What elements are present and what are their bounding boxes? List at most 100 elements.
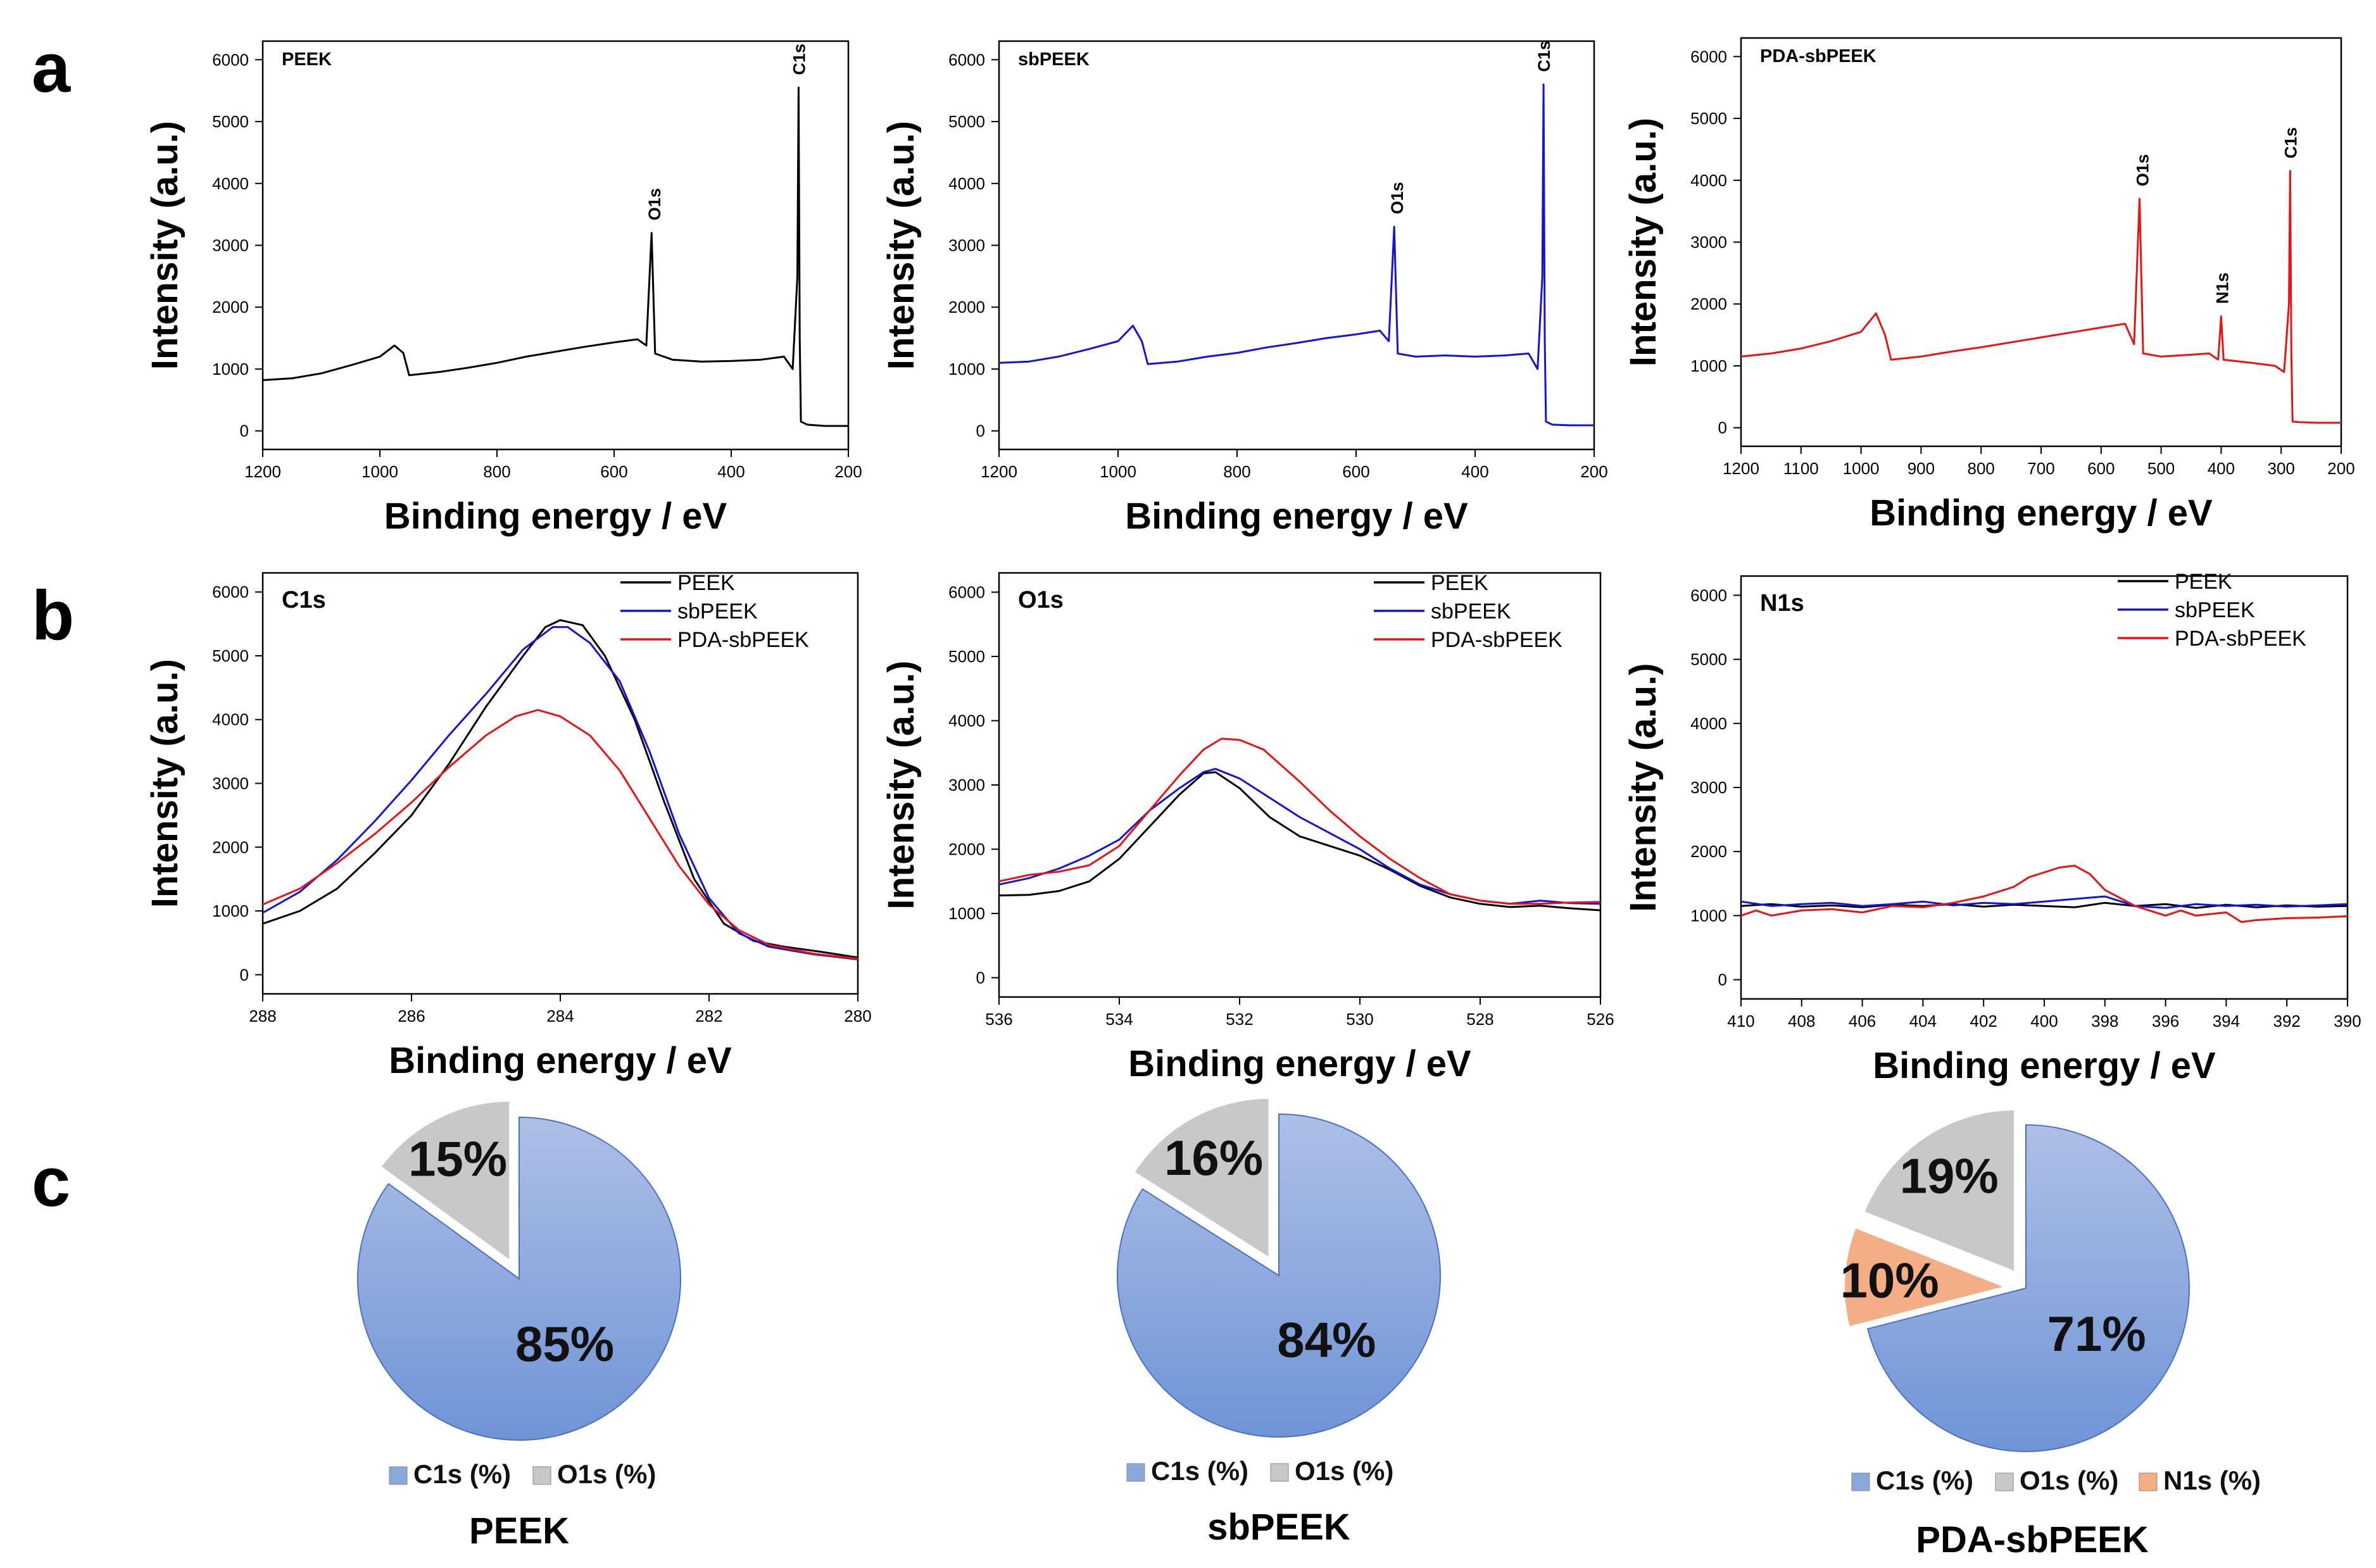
pie-slice-o1s	[1131, 1096, 1271, 1262]
y-tick-label: 0	[240, 422, 249, 441]
chart-title: O1s	[1018, 587, 1064, 613]
x-tick-label: 400	[717, 462, 745, 481]
series-line-sbpeek	[1740, 895, 2348, 909]
x-tick-label: 400	[2208, 459, 2235, 478]
chart-b1: 0 1000 2000 3000 4000 5000 6000 288 286 284 282 280…	[144, 571, 872, 1081]
pie-c3: 71% 19% 10% C1s (%) O1s (%) N1s (%) PDA-sbPEEK	[1840, 1108, 2261, 1560]
y-tick-label: 5000	[212, 112, 249, 131]
pie-slice-c1s	[1117, 1113, 1441, 1438]
plot-frame	[1740, 37, 2342, 448]
y-tick-label: 0	[1718, 418, 1727, 437]
x-tick-label: 286	[398, 1007, 425, 1025]
x-tick-label: 392	[2273, 1012, 2301, 1031]
chart-title: sbPEEK	[1018, 49, 1090, 70]
x-tick-label: 400	[1461, 462, 1488, 481]
y-tick-label: 0	[976, 969, 985, 988]
y-tick-label: 2000	[212, 298, 249, 317]
peak-label-n1s: N1s	[2213, 272, 2232, 304]
series-line-sbpeek	[998, 83, 1594, 427]
pie-legend-label: C1s (%)	[1151, 1456, 1248, 1486]
pie-legend-swatch	[532, 1466, 551, 1485]
chart-title: N1s	[1760, 590, 1804, 617]
pie-legend-label: C1s (%)	[1876, 1465, 1973, 1495]
x-tick-label: 404	[1909, 1012, 1937, 1031]
chart-a3: 0 1000 2000 3000 4000 5000 6000 1200 1100 1000 900…	[1623, 37, 2355, 534]
legend-label: PEEK	[1431, 571, 1488, 595]
x-tick-label: 800	[1968, 459, 1995, 478]
y-tick-label: 6000	[212, 582, 249, 601]
y-tick-label: 1000	[948, 904, 985, 923]
peak-label-o1s: O1s	[1388, 182, 1407, 214]
y-tick-label: 4000	[1690, 714, 1727, 733]
y-tick-label: 3000	[1690, 778, 1727, 797]
pie-value-label: 84%	[1277, 1312, 1376, 1368]
series-line-pda-sbpeek	[998, 737, 1601, 905]
pie-value-label: 71%	[2047, 1306, 2146, 1362]
x-tick-label: 530	[1346, 1010, 1373, 1029]
y-tick-label: 1000	[1690, 356, 1727, 375]
x-tick-label: 700	[2027, 459, 2054, 478]
series-line-peek	[262, 86, 848, 427]
y-tick-label: 1000	[212, 360, 249, 379]
x-tick-label: 532	[1226, 1010, 1253, 1029]
y-tick-label: 1000	[948, 360, 985, 379]
peak-label-c1s: C1s	[2281, 127, 2300, 159]
chart-b3: 0 1000 2000 3000 4000 5000 6000 410 408 406 404 402…	[1623, 570, 2361, 1086]
pie-legend-swatch	[1126, 1463, 1145, 1482]
x-axis-label: Binding energy / eV	[1125, 496, 1468, 537]
legend-label: PEEK	[677, 571, 735, 595]
y-tick-label: 2000	[1690, 842, 1727, 861]
pie-legend-swatch	[1270, 1463, 1289, 1482]
pie-slice-n1s	[1842, 1225, 2011, 1329]
x-tick-label: 1000	[361, 462, 398, 481]
x-axis-label: Binding energy / eV	[389, 1040, 732, 1081]
x-axis-label: Binding energy / eV	[1870, 492, 2213, 534]
y-tick-label: 0	[240, 965, 249, 984]
pie-legend-swatch	[1995, 1472, 2014, 1491]
y-axis-label: Intensity (a.u.)	[1623, 118, 1664, 367]
x-tick-label: 288	[249, 1007, 276, 1025]
y-axis-label: Intensity (a.u.)	[881, 121, 922, 370]
x-tick-label: 406	[1849, 1012, 1876, 1031]
y-tick-label: 5000	[1690, 109, 1727, 128]
panel-label-b: b	[32, 577, 74, 655]
pie-title: PDA-sbPEEK	[1916, 1519, 2149, 1560]
legend-label: sbPEEK	[1431, 599, 1511, 624]
y-tick-label: 2000	[212, 837, 249, 856]
x-tick-label: 200	[2327, 459, 2354, 478]
peak-label-o1s: O1s	[2133, 154, 2152, 186]
pie-legend-label: O1s (%)	[557, 1459, 656, 1489]
y-tick-label: 2000	[948, 298, 985, 317]
series-line-sbpeek	[262, 626, 858, 961]
x-tick-label: 408	[1788, 1012, 1815, 1031]
y-tick-label: 3000	[948, 775, 985, 794]
pie-legend-swatch	[1851, 1472, 1870, 1491]
pie-slice-o1s	[378, 1099, 512, 1265]
pie-value-label: 16%	[1164, 1130, 1263, 1186]
x-tick-label: 200	[1580, 462, 1607, 481]
y-tick-label: 3000	[212, 774, 249, 793]
x-tick-label: 300	[2268, 459, 2295, 478]
series-line-peek	[1740, 901, 2348, 909]
y-tick-label: 6000	[1690, 47, 1727, 66]
x-axis-label: Binding energy / eV	[1128, 1043, 1471, 1084]
legend-label: PDA-sbPEEK	[677, 628, 809, 652]
y-tick-label: 2000	[948, 840, 985, 859]
x-tick-label: 284	[546, 1007, 574, 1025]
series-line-pda-sbpeek	[262, 709, 858, 960]
x-axis-label: Binding energy / eV	[384, 496, 727, 537]
pie-legend-label: N1s (%)	[2163, 1465, 2261, 1495]
chart-title: C1s	[282, 587, 326, 613]
y-tick-label: 6000	[212, 50, 249, 69]
y-tick-label: 4000	[948, 174, 985, 193]
chart-a1: 0 1000 2000 3000 4000 5000 6000 1200 1000 800 600 4…	[144, 40, 862, 537]
y-axis-label: Intensity (a.u.)	[881, 660, 922, 909]
chart-title: PEEK	[282, 49, 332, 70]
y-tick-label: 4000	[948, 711, 985, 730]
x-tick-label: 1000	[1843, 459, 1880, 478]
pie-legend-swatch	[389, 1466, 408, 1485]
pie-title: sbPEEK	[1207, 1507, 1350, 1548]
x-tick-label: 410	[1727, 1012, 1754, 1031]
y-tick-label: 3000	[1690, 233, 1727, 252]
